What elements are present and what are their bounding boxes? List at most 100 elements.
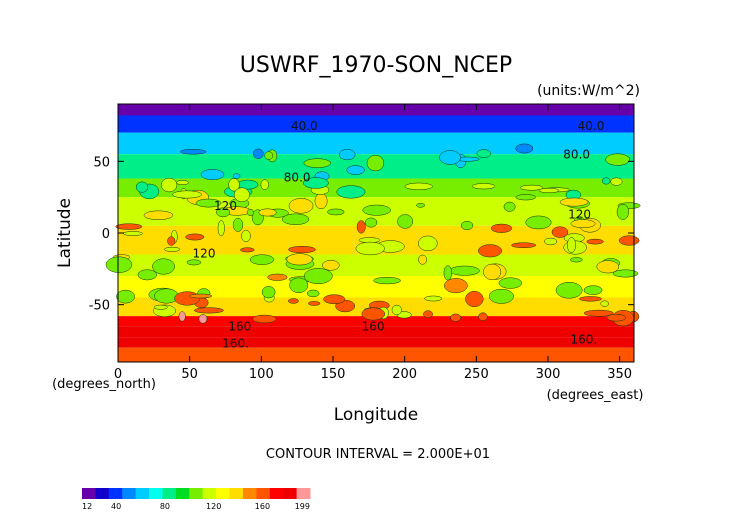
heatmap-cell — [249, 254, 275, 265]
heatmap-cell — [490, 223, 513, 233]
heatmap-cell — [336, 185, 366, 199]
colorbar-swatch — [216, 488, 224, 499]
heatmap-cell — [286, 253, 313, 266]
colorbar-swatch — [222, 488, 231, 499]
heatmap-cell — [289, 277, 309, 293]
heatmap-cell — [167, 236, 176, 246]
colorbar-swatch — [263, 488, 271, 499]
contour-label: 160. — [570, 332, 597, 346]
zonal-band — [118, 347, 634, 362]
heatmap-cell — [373, 276, 401, 285]
heatmap-cell — [246, 208, 255, 216]
colorbar-swatch — [283, 488, 291, 499]
heatmap-cell — [186, 259, 202, 266]
heatmap-cell — [618, 235, 640, 246]
colorbar-swatch — [189, 488, 197, 499]
x-tick-label: 150 — [321, 367, 346, 382]
heatmap-cell — [443, 265, 452, 281]
colorbar-swatch — [82, 488, 90, 499]
heatmap-cell — [322, 259, 340, 271]
x-unit-label: (degrees_east) — [547, 388, 644, 403]
heatmap-cell — [579, 296, 602, 302]
heatmap-cell — [361, 307, 386, 321]
heatmap-cell — [189, 293, 212, 299]
colorbar-swatch — [256, 488, 264, 499]
heatmap-cell — [152, 258, 175, 275]
units-label: (units:W/m^2) — [537, 83, 640, 99]
heatmap-cell — [306, 289, 320, 298]
colorbar-swatch — [182, 488, 190, 499]
heatmap-cell — [116, 289, 135, 304]
colorbar-swatch — [122, 488, 130, 499]
contour-label: 160 — [228, 319, 251, 333]
heatmap-cell — [551, 226, 569, 238]
heatmap-cell — [185, 233, 205, 241]
colorbar-swatch — [135, 488, 143, 499]
heatmap-cell — [153, 304, 168, 310]
zonal-band — [118, 326, 634, 338]
heatmap-cell — [366, 155, 385, 172]
heatmap-cell — [606, 313, 627, 322]
heatmap-cell — [600, 300, 609, 307]
heatmap-cell — [397, 214, 414, 229]
heatmap-cell — [303, 177, 329, 189]
heatmap-cell — [261, 286, 276, 299]
colorbar-swatch — [149, 488, 157, 499]
heatmap-cell — [364, 217, 378, 228]
heatmap-cell — [362, 204, 391, 216]
colorbar-swatch — [108, 488, 117, 499]
heatmap-cell — [172, 190, 202, 199]
heatmap-cell — [216, 207, 231, 218]
colorbar-tick-label: 160 — [255, 502, 270, 511]
colorbar-swatch — [236, 488, 244, 499]
heatmap-cell — [418, 254, 427, 265]
colorbar-swatch — [169, 488, 177, 499]
heatmap-cell — [267, 273, 288, 281]
x-tick-label: 300 — [536, 367, 561, 382]
heatmap-cell — [444, 278, 468, 294]
y-tick-label: 50 — [93, 155, 110, 170]
heatmap-cell — [338, 149, 356, 161]
zonal-band — [118, 316, 634, 327]
heatmap-cell — [135, 181, 149, 193]
heatmap-cell — [194, 307, 224, 314]
heatmap-cell — [260, 179, 269, 190]
heatmap-cell — [200, 169, 225, 181]
heatmap-cell — [327, 208, 345, 216]
heatmap-cell — [472, 183, 496, 190]
heatmap-cell — [288, 198, 314, 214]
colorbar-swatch — [209, 488, 217, 499]
heatmap-cell — [544, 237, 558, 246]
y-tick-label: 0 — [102, 227, 110, 242]
heatmap-cell — [308, 301, 321, 306]
heatmap-cell — [583, 285, 603, 295]
heatmap-cell — [356, 220, 366, 234]
contour-label: 120 — [568, 208, 591, 222]
heatmap-cell — [503, 201, 516, 212]
heatmap-cell — [596, 260, 620, 274]
colorbar-swatch — [229, 488, 237, 499]
heatmap-cell — [449, 265, 480, 276]
colorbar-swatch — [128, 488, 137, 499]
heatmap-cell — [137, 269, 157, 281]
heatmap-cell — [460, 221, 474, 230]
heatmap-cell — [567, 237, 576, 253]
contour-label: 80.0 — [563, 147, 590, 161]
colorbar — [82, 488, 311, 499]
heatmap-cell — [233, 187, 250, 203]
heatmap-cell — [123, 231, 143, 236]
contour-label: 120 — [214, 199, 237, 213]
colorbar-tick-label: 40 — [111, 502, 121, 511]
colorbar-labels: 12 40 80 120 160 199 — [82, 502, 310, 511]
heatmap-cell — [610, 177, 623, 186]
contour-label: 40.0 — [578, 119, 605, 133]
zonal-band — [118, 337, 634, 348]
x-tick-label: 200 — [392, 367, 417, 382]
heatmap-cell — [154, 288, 179, 304]
heatmap-cell — [520, 184, 544, 191]
heatmap-cell — [515, 194, 537, 201]
colorbar-swatch — [202, 488, 210, 499]
y-axis: -50 0 50 — [89, 155, 634, 314]
heatmap-cell — [404, 182, 433, 191]
